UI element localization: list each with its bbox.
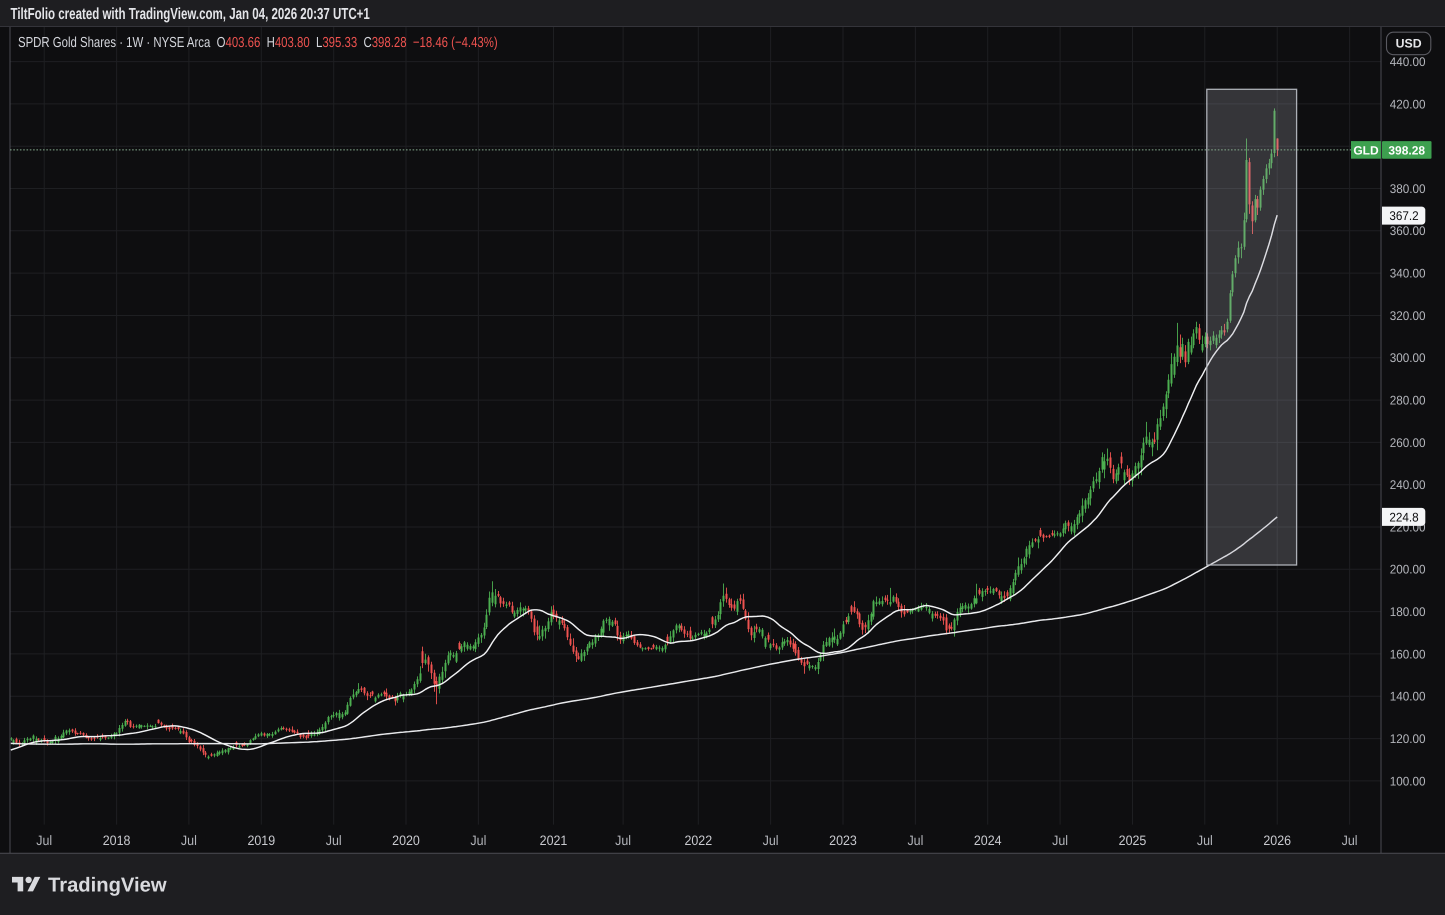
svg-text:398.28: 398.28 xyxy=(1388,143,1425,157)
svg-text:140.00: 140.00 xyxy=(1390,690,1426,704)
svg-text:GLD: GLD xyxy=(1353,143,1379,157)
svg-text:Jul: Jul xyxy=(907,833,923,848)
svg-text:SPDR Gold Shares · 1W · NYSE A: SPDR Gold Shares · 1W · NYSE Arca O403.6… xyxy=(18,35,498,51)
svg-text:2019: 2019 xyxy=(247,833,275,848)
svg-text:120.00: 120.00 xyxy=(1390,732,1426,746)
svg-text:440.00: 440.00 xyxy=(1390,55,1426,69)
svg-text:2026: 2026 xyxy=(1263,833,1291,848)
svg-text:240.00: 240.00 xyxy=(1390,478,1426,492)
svg-text:Jul: Jul xyxy=(1197,833,1213,848)
svg-text:2023: 2023 xyxy=(829,833,857,848)
svg-text:380.00: 380.00 xyxy=(1390,182,1426,196)
svg-text:Jul: Jul xyxy=(470,833,486,848)
svg-text:180.00: 180.00 xyxy=(1390,605,1426,619)
svg-text:360.00: 360.00 xyxy=(1390,224,1426,238)
svg-text:200.00: 200.00 xyxy=(1390,563,1426,577)
svg-text:Jul: Jul xyxy=(181,833,197,848)
svg-text:320.00: 320.00 xyxy=(1390,309,1426,323)
svg-text:Jul: Jul xyxy=(1342,833,1358,848)
svg-text:280.00: 280.00 xyxy=(1390,394,1426,408)
svg-text:340.00: 340.00 xyxy=(1390,267,1426,281)
svg-text:420.00: 420.00 xyxy=(1390,97,1426,111)
svg-text:367.2: 367.2 xyxy=(1389,209,1418,223)
svg-text:Jul: Jul xyxy=(36,833,52,848)
svg-text:TiltFolio created with Trading: TiltFolio created with TradingView.com, … xyxy=(11,6,370,23)
svg-text:260.00: 260.00 xyxy=(1390,436,1426,450)
svg-text:USD: USD xyxy=(1396,37,1422,51)
svg-text:TradingView: TradingView xyxy=(48,875,167,897)
svg-text:Jul: Jul xyxy=(763,833,779,848)
svg-text:Jul: Jul xyxy=(1052,833,1068,848)
svg-text:2020: 2020 xyxy=(392,833,420,848)
svg-text:2022: 2022 xyxy=(684,833,712,848)
svg-text:300.00: 300.00 xyxy=(1390,351,1426,365)
svg-text:2025: 2025 xyxy=(1119,833,1147,848)
svg-text:Jul: Jul xyxy=(615,833,631,848)
svg-text:100.00: 100.00 xyxy=(1390,774,1426,788)
svg-text:Jul: Jul xyxy=(326,833,342,848)
svg-text:2024: 2024 xyxy=(974,833,1002,848)
svg-text:2018: 2018 xyxy=(103,833,131,848)
svg-text:160.00: 160.00 xyxy=(1390,647,1426,661)
svg-text:2021: 2021 xyxy=(540,833,568,848)
svg-text:224.8: 224.8 xyxy=(1389,510,1418,524)
